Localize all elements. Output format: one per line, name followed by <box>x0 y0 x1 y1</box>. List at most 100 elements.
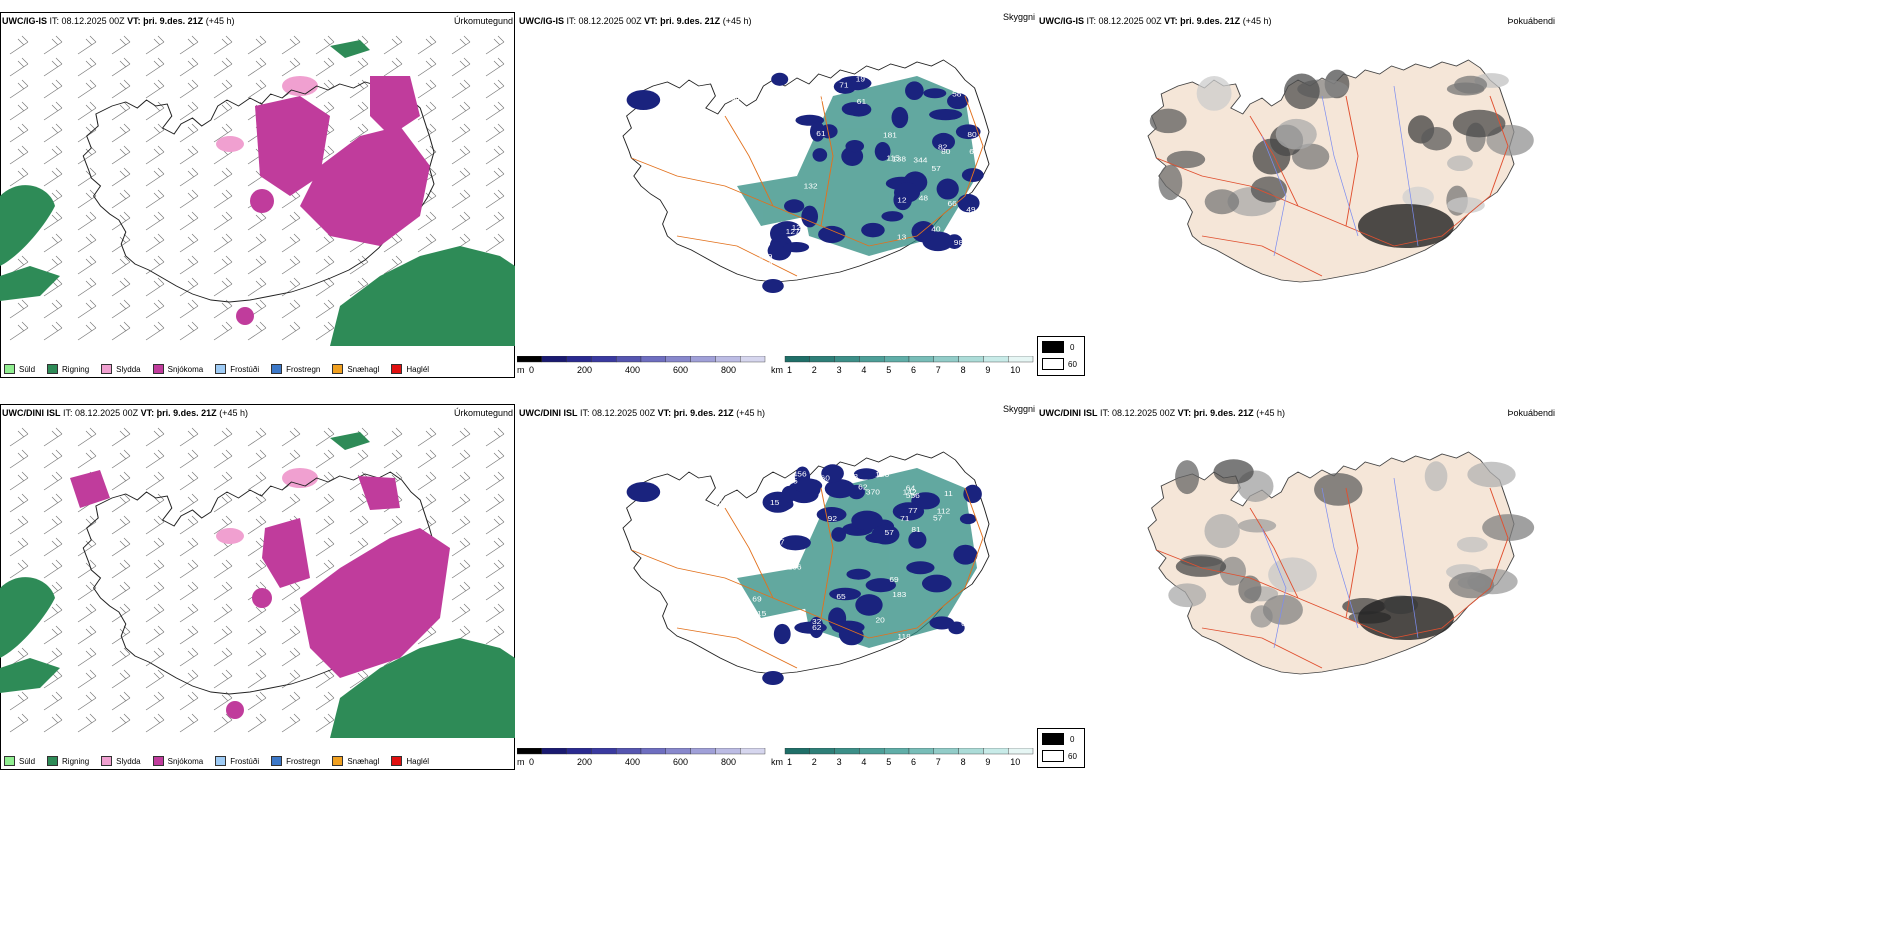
visibility-value-label: 370 <box>866 488 880 496</box>
river-network <box>1261 85 1419 257</box>
legend-label: Súld <box>19 756 36 766</box>
visibility-value-label: 112 <box>937 507 950 515</box>
legend-item: Súld <box>4 364 35 374</box>
lead-time-offset: (+45 h) <box>205 16 235 26</box>
valid-time-label: VT: <box>657 408 672 418</box>
visibility-value-label: 289 <box>758 253 772 261</box>
visibility-value-label: 230 <box>726 482 740 490</box>
visibility-value-label: 23 <box>672 587 681 595</box>
visibility-value-label: 49 <box>987 536 996 544</box>
heavy-snow-visibility <box>626 72 984 293</box>
visibility-value-label: 32 <box>812 618 821 626</box>
visibility-tick: 10 <box>1010 365 1020 375</box>
visibility-value-label: 308 <box>976 478 990 486</box>
lead-time-offset: (+45 h) <box>219 408 248 418</box>
precip-map <box>0 427 515 738</box>
legend-item: Rigning <box>47 364 89 374</box>
visibility-tick: 3 <box>837 757 842 767</box>
elevation-colorbar-svg: m02004006008001000 <box>517 356 766 375</box>
precip-map <box>0 35 515 346</box>
panel-frame <box>0 404 515 770</box>
visibility-value-label: 99 <box>657 183 666 191</box>
visibility-value-label: 20 <box>875 616 884 624</box>
elevation-tick: 800 <box>721 757 736 767</box>
legend-label: Rigning <box>62 756 90 766</box>
legend-swatch <box>215 756 227 766</box>
lead-time-offset: (+45 h) <box>1256 408 1285 418</box>
elevation-tick: 200 <box>577 365 592 375</box>
lead-time-offset: (+45 h) <box>736 408 765 418</box>
visibility-value-label: 48 <box>662 550 671 558</box>
elevation-tick: 0 <box>529 365 534 375</box>
visibility-value-label: 54 <box>642 116 652 124</box>
legend-label: Slydda <box>116 756 141 766</box>
fog-legend: 0 60 <box>1037 336 1085 376</box>
fog-legend-low-label: 60 <box>1068 360 1077 369</box>
visibility-value-label: 50 <box>696 651 705 659</box>
visibility-value-label: 99 <box>806 515 815 523</box>
legend-item: Frostúði <box>215 364 259 374</box>
legend-item: Frostregn <box>271 364 320 374</box>
elevation-tick: 800 <box>721 365 736 375</box>
visibility-colorbar: km 1 2 3 4 5 6 7 8 9 10 <box>771 748 1037 768</box>
elevation-tick: 400 <box>625 757 640 767</box>
visibility-value-label: 80 <box>941 148 950 156</box>
visibility-unit: km <box>771 365 783 375</box>
visibility-value-label: 77 <box>908 507 917 515</box>
legend-swatch <box>47 756 59 766</box>
fog-title: Þokuábendi <box>1507 16 1555 26</box>
heavy-snow-visibility <box>626 464 982 685</box>
legend-label: Slydda <box>116 364 141 374</box>
panel-header: UWC/DINI ISL IT: 08.12.2025 00Z VT: þri.… <box>519 408 765 418</box>
model-name: UWC/DINI ISL <box>519 408 578 418</box>
legend-swatch <box>101 756 113 766</box>
visibility-value-label: 183 <box>892 590 906 598</box>
visibility-value-label: 11 <box>944 490 953 498</box>
visibility-value-label: 97 <box>819 95 828 103</box>
visibility-value-label: 103 <box>683 541 697 549</box>
visibility-value-label: 89 <box>732 233 741 241</box>
visibility-value-label: 62 <box>812 624 821 632</box>
visibility-value-label: 92 <box>828 515 837 523</box>
visibility-value-label: 61 <box>816 129 825 137</box>
visibility-tick: 6 <box>911 365 916 375</box>
visibility-value-label: 40 <box>931 225 940 233</box>
valid-time-label: VT: <box>644 16 658 26</box>
init-time-value: 08.12.2025 00Z <box>578 16 642 26</box>
visibility-value-label: 48 <box>919 194 928 202</box>
fog-legend-low-label: 60 <box>1068 752 1077 761</box>
coastline <box>82 471 435 695</box>
visibility-value-label: 54 <box>989 229 999 237</box>
legend-item: Súld <box>4 756 35 766</box>
visibility-value-label: 67 <box>775 538 784 546</box>
visibility-tick: 2 <box>812 757 817 767</box>
valid-time-value: þri. 9.des. 21Z <box>673 408 734 418</box>
snow-area <box>236 76 430 325</box>
elevation-tick: 400 <box>625 365 640 375</box>
model-name: UWC/IG-IS <box>2 16 47 26</box>
fog-panel: UWC/DINI ISL IT: 08.12.2025 00Z VT: þri.… <box>1037 402 1560 772</box>
legend-label: Haglél <box>406 364 430 374</box>
elevation-colorbar-svg: m02004006008001000 <box>517 748 766 767</box>
visibility-value-label: 64 <box>906 484 916 492</box>
init-time-label: IT: <box>63 408 73 418</box>
visibility-value-label: 68 <box>916 659 925 667</box>
elevation-unit: m <box>517 757 525 767</box>
model-name: UWC/IG-IS <box>1039 16 1084 26</box>
visibility-value-label: 80 <box>967 131 976 139</box>
legend-label: Frostregn <box>286 364 321 374</box>
legend-swatch <box>391 756 403 766</box>
visibility-value-label: 12 <box>792 223 801 231</box>
model-name: UWC/DINI ISL <box>2 408 61 418</box>
fog-title: Þokuábendi <box>1507 408 1555 418</box>
visibility-labels: 23 62 92 96 20 15 11 50 65 67 69 57 103 99 112 106 308 64… <box>650 464 999 668</box>
legend-swatch <box>4 756 15 766</box>
rain-area <box>0 432 515 738</box>
visibility-value-label: 115 <box>753 610 766 618</box>
rain-area <box>0 40 515 346</box>
visibility-value-label: 142 <box>903 488 917 496</box>
elevation-colorbar: m02004006008001000 <box>517 748 769 768</box>
legend-label: Frostúði <box>230 756 260 766</box>
visibility-value-label: 126 <box>875 471 889 479</box>
road-network <box>1156 487 1509 669</box>
